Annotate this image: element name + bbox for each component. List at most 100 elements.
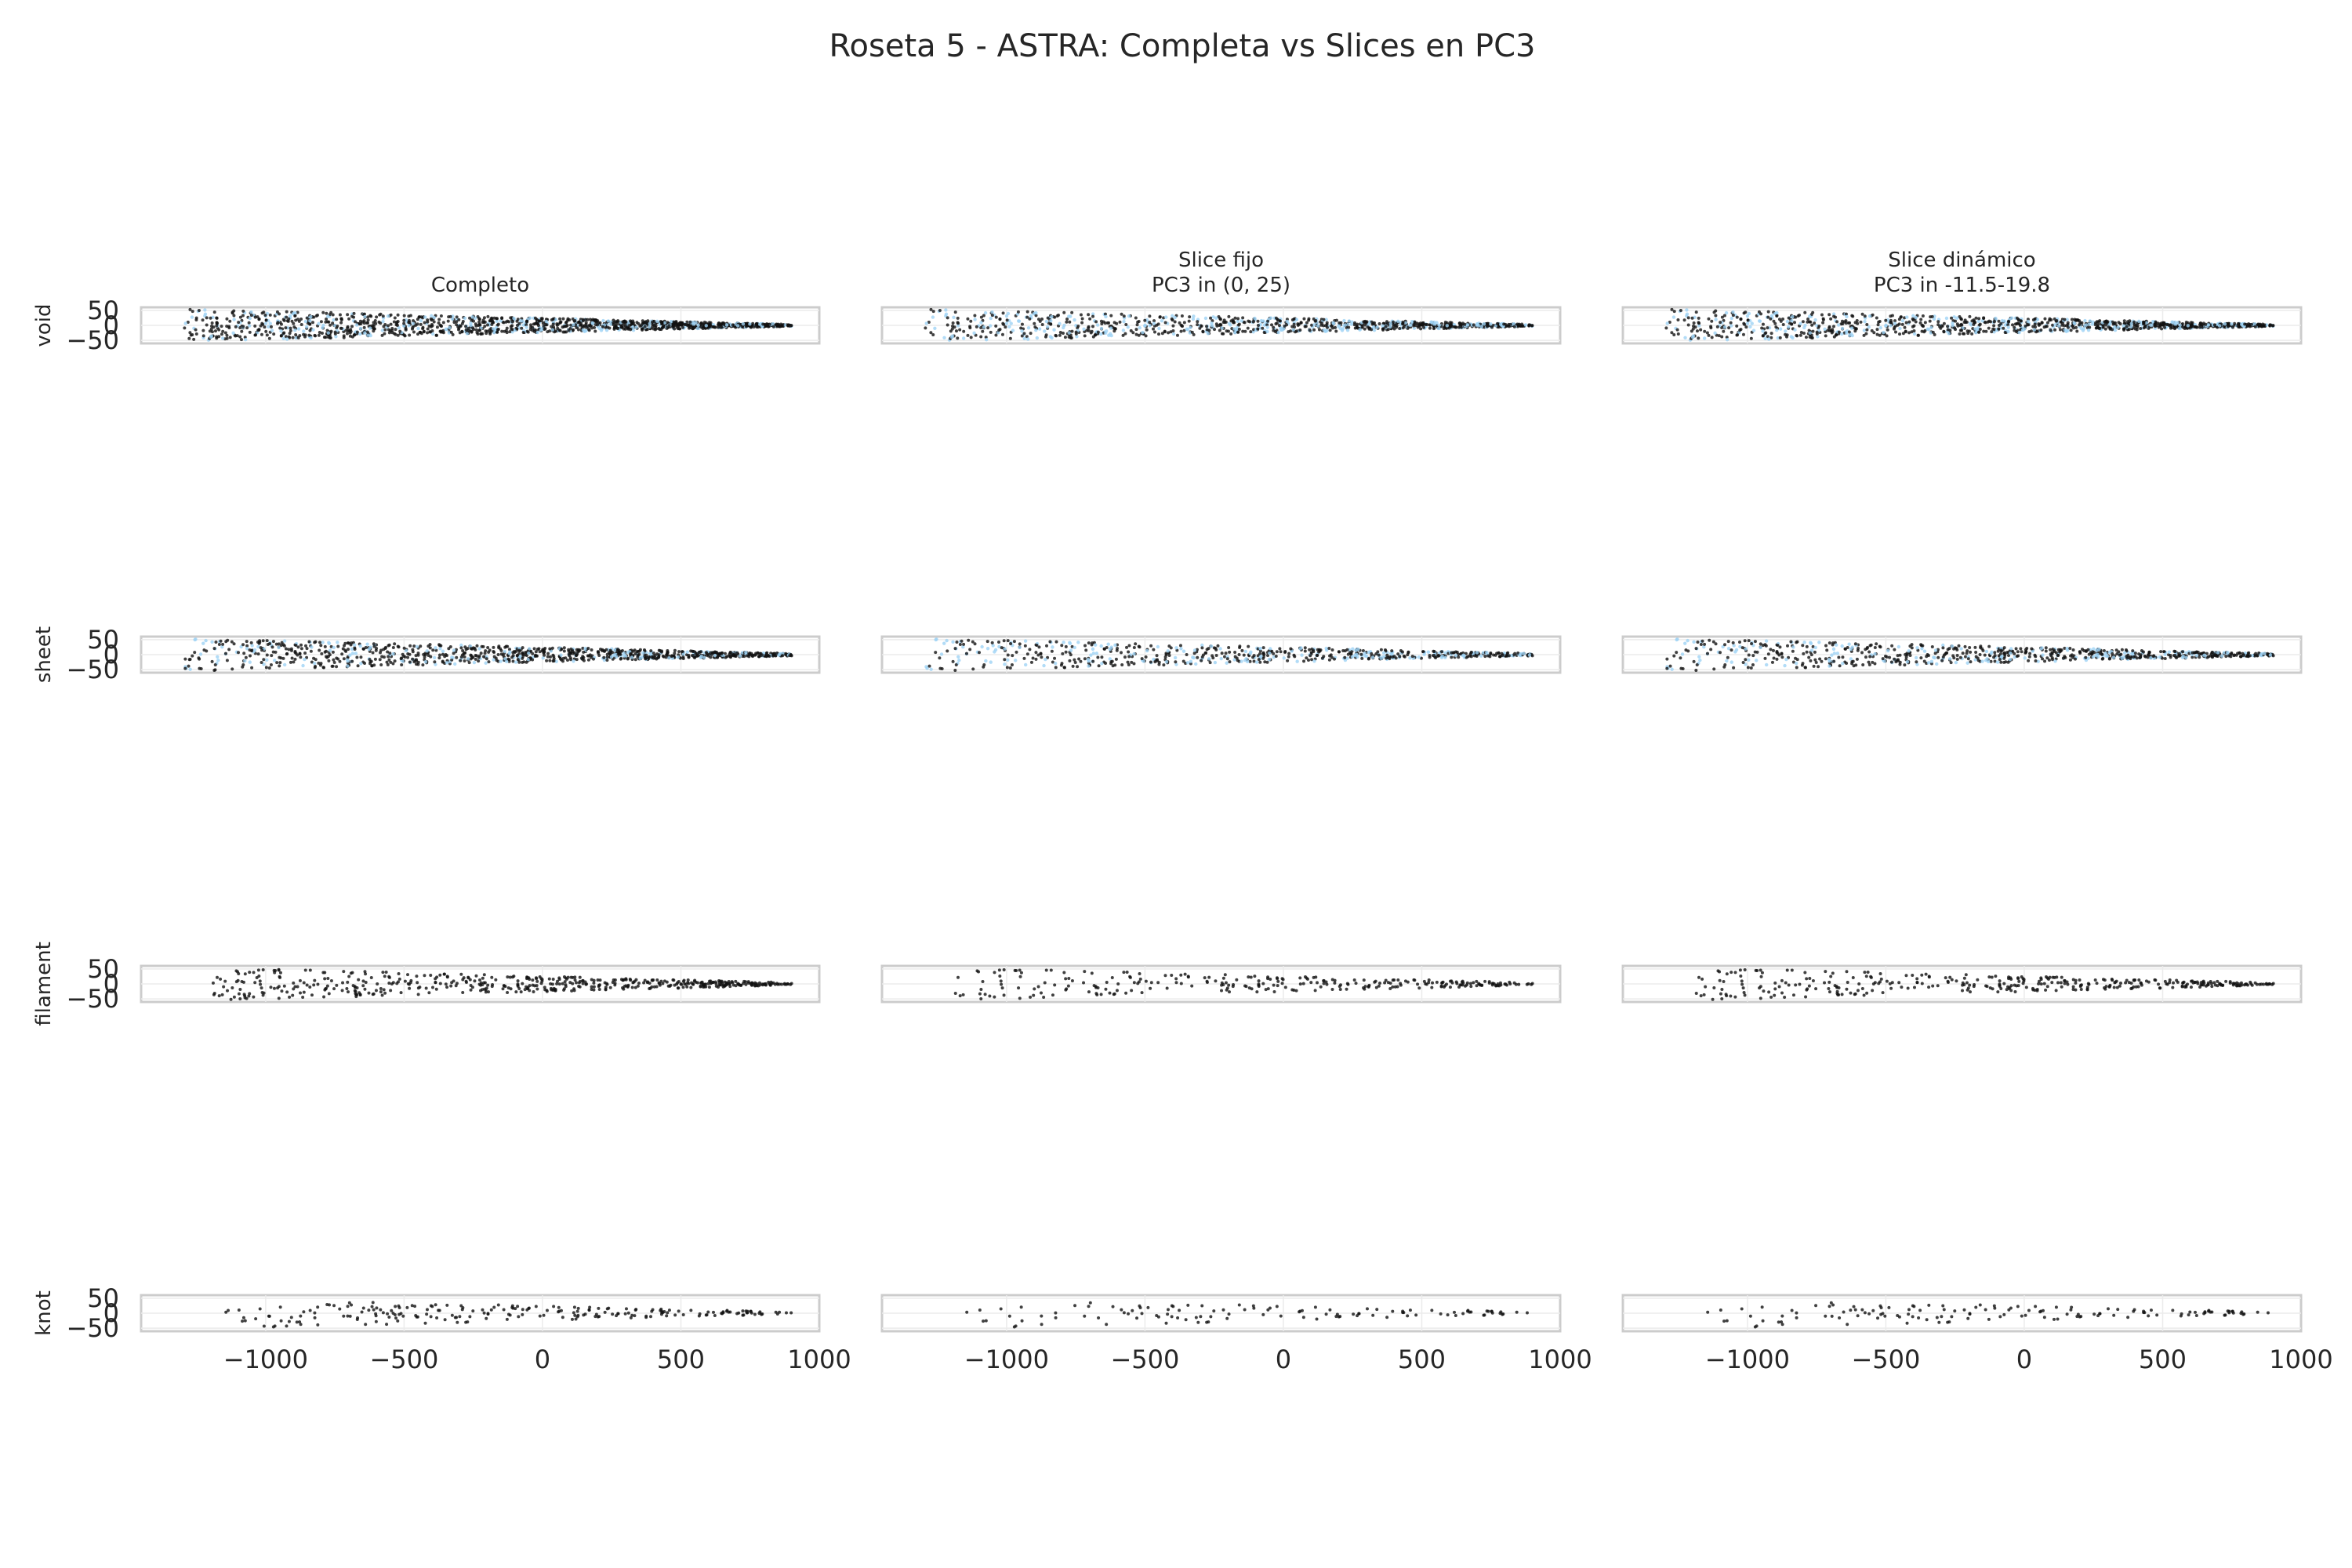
scatter-point [1980,319,1984,323]
scatter-point [279,329,283,333]
scatter-point [487,650,491,654]
scatter-point [485,657,488,661]
scatter-point [414,654,418,658]
scatter-point [641,319,644,323]
scatter-point [1082,327,1086,331]
scatter-point [2002,319,2006,323]
scatter-point [638,656,642,661]
scatter-point [2003,330,2007,334]
scatter-point [366,333,370,337]
scatter-point [342,336,346,339]
scatter-point [1445,324,1449,328]
scatter-point [1008,666,1012,670]
scatter-point [303,319,308,324]
scatter-point [1029,332,1033,336]
scatter-point [1243,329,1247,333]
scatter-point [279,334,283,338]
scatter-point [2204,322,2208,326]
scatter-point [1279,650,1283,654]
scatter-point [2103,320,2107,324]
scatter-point [1188,315,1192,319]
scatter-point [477,655,481,659]
scatter-point [1419,327,1423,331]
scatter-point [396,333,400,337]
scatter-point [198,657,201,661]
scatter-point [354,652,358,655]
scatter-point [685,320,689,324]
scatter-point [239,644,243,649]
scatter-point [933,326,937,330]
scatter-point [1421,650,1425,654]
y-tick-label: 0 [103,310,119,340]
scatter-point [1312,323,1316,327]
scatter-point [961,336,966,340]
scatter-point [358,326,363,331]
scatter-point [1772,319,1776,323]
scatter-point [1836,323,1841,327]
scatter-point [1066,314,1071,318]
scatter-point [1347,319,1352,323]
scatter-point [1240,648,1244,652]
scatter-point [1697,321,1701,325]
scatter-point [1203,316,1208,321]
scatter-point [1232,327,1236,331]
scatter-point [1073,661,1077,665]
scatter-point [572,659,575,663]
scatter-point [247,321,251,325]
scatter-point [232,314,236,318]
scatter-point [1305,656,1308,660]
scatter-point [402,318,406,322]
scatter-point [962,329,966,333]
scatter-point [460,321,464,325]
scatter-point [1730,316,1733,321]
scatter-point [492,645,495,649]
scatter-point [1702,336,1707,340]
scatter-point [1187,319,1191,323]
scatter-point [1148,314,1152,318]
scatter-point [1141,330,1145,335]
scatter-point [1886,328,1889,332]
scatter-point [1951,321,1955,325]
scatter-point [601,649,604,653]
scatter-point [205,323,209,327]
scatter-point [1044,319,1049,324]
scatter-point [318,641,321,644]
scatter-point [264,318,268,322]
scatter-point [1061,652,1065,655]
scatter-point [978,651,982,655]
scatter-point [345,332,349,336]
scatter-point [1317,328,1321,332]
scatter-point [1091,652,1096,655]
scatter-point [1083,657,1087,661]
scatter-point [1209,644,1214,648]
scatter-point [1730,330,1733,334]
scatter-point [1087,664,1091,668]
scatter-point [396,313,400,317]
scatter-points [1664,307,2275,342]
scatter-point [1285,319,1289,324]
scatter-point [1130,660,1134,664]
scatter-point [355,655,359,659]
scatter-point [1685,308,1689,312]
scatter-point [542,648,546,652]
scatter-point [1308,328,1312,332]
scatter-point [667,324,671,328]
scatter-point [463,659,466,662]
scatter-point [441,321,445,325]
scatter-point [691,653,695,657]
scatter-point [1173,320,1177,324]
scatter-point [532,647,536,651]
scatter-point [1033,321,1036,325]
scatter-point [1113,327,1117,331]
scatter-point [1912,332,1917,336]
scatter-point [268,642,272,646]
scatter-point [453,662,457,666]
scatter-point [696,323,700,328]
scatter-point [1106,642,1110,646]
scatter-point [232,642,236,646]
scatter-point [225,325,229,328]
scatter-point [298,652,302,656]
scatter-point [1766,310,1770,314]
scatter-point [1205,325,1209,328]
scatter-point [1218,322,1222,326]
